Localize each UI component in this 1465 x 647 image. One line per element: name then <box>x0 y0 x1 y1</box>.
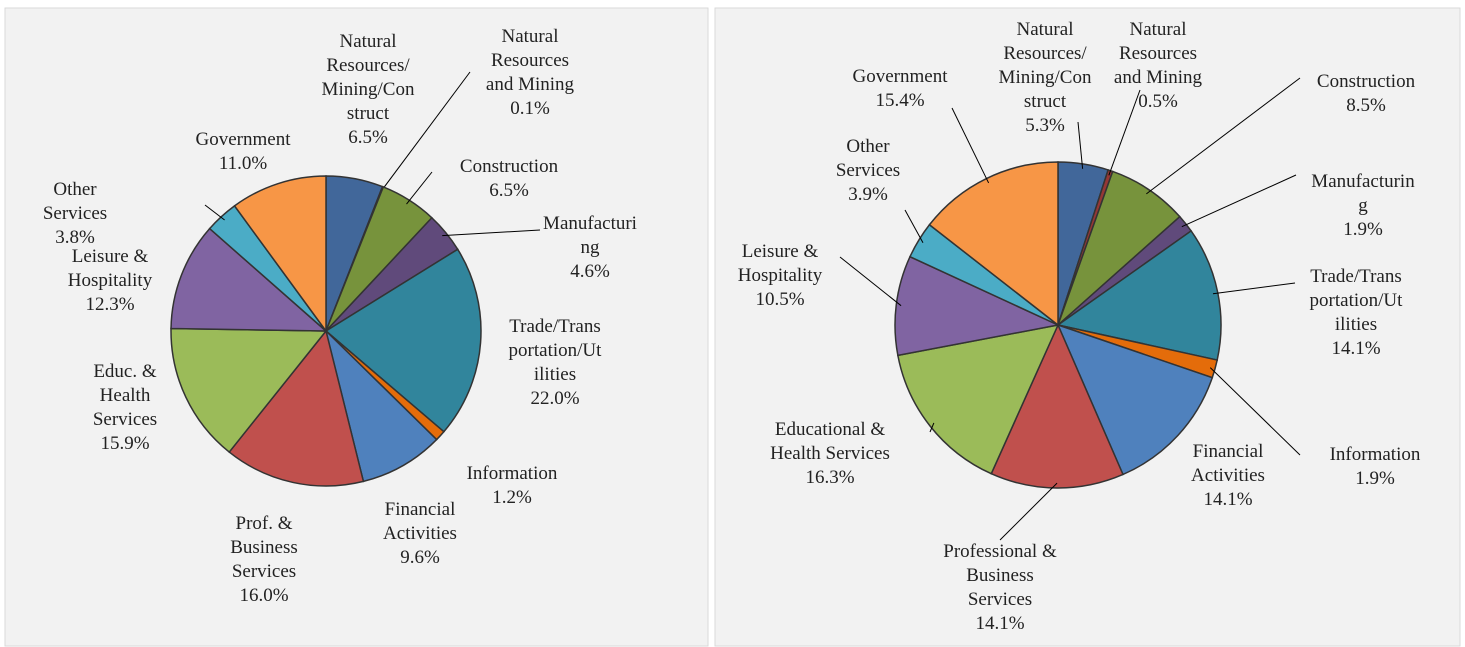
label-category: Manufacturing <box>543 213 637 258</box>
label-category: Construction <box>1316 71 1416 92</box>
data-label: Professional & Business Services 14.1% <box>935 540 1065 636</box>
label-value: 6.5% <box>348 127 388 148</box>
pie-slice <box>324 248 482 433</box>
leader-line <box>1146 77 1301 195</box>
label-category: Professional & Business Services <box>943 541 1057 610</box>
label-value: 10.5% <box>755 289 805 310</box>
data-label: Natural Resources/Mining/Construct 6.5% <box>318 30 418 150</box>
pie-slice <box>1056 323 1214 476</box>
label-value: 1.9% <box>1355 468 1395 489</box>
label-value: 3.8% <box>55 227 95 248</box>
pie-slice <box>896 323 1060 475</box>
leader-line <box>1108 89 1141 176</box>
label-category: Government <box>852 66 948 87</box>
label-value: 12.3% <box>85 294 135 315</box>
label-category: Educational & Health Services <box>770 419 890 464</box>
leader-line <box>442 229 541 237</box>
data-label: Government 11.0% <box>178 128 308 176</box>
leader-line <box>929 422 935 433</box>
data-label: Manufacturing 4.6% <box>540 212 640 284</box>
label-value: 0.1% <box>510 98 550 119</box>
label-category: Information <box>466 463 558 484</box>
data-label: Manufacturing 1.9% <box>1308 170 1418 242</box>
data-label: Financial Activities 14.1% <box>1178 440 1278 512</box>
label-category: Natural Resources and Mining <box>485 26 575 95</box>
pie-slice <box>170 227 329 332</box>
data-label: Natural Resources/Mining/Construct 5.3% <box>995 18 1095 138</box>
data-label: Natural Resources and Mining 0.1% <box>480 25 580 121</box>
data-label: Financial Activities 9.6% <box>365 498 475 570</box>
data-label: Natural Resources and Mining 0.5% <box>1108 18 1208 114</box>
data-label: Construction 8.5% <box>1301 70 1431 118</box>
pie-slice <box>233 175 327 334</box>
data-label: Trade/Transportation/Utilities 22.0% <box>508 315 603 411</box>
label-category: Manufacturing <box>1311 171 1415 216</box>
data-label: Educ. & Health Services 15.9% <box>75 360 175 456</box>
label-value: 9.6% <box>400 547 440 568</box>
leader-line <box>204 204 225 221</box>
leader-line <box>904 209 924 243</box>
data-label: Other Services 3.8% <box>30 178 120 250</box>
label-category: Financial Activities <box>383 499 457 544</box>
label-category: Leisure & Hospitality <box>737 241 823 286</box>
label-category: Natural Resources/Mining/Construct <box>998 19 1092 112</box>
data-label: Leisure & Hospitality 12.3% <box>50 245 170 317</box>
label-value: 15.9% <box>100 433 150 454</box>
pie-slice <box>228 329 365 487</box>
label-category: Other Services <box>42 179 108 224</box>
data-label: Educational & Health Services 16.3% <box>770 418 890 490</box>
data-label: Other Services 3.9% <box>823 135 913 207</box>
data-label: Leisure & Hospitality 10.5% <box>720 240 840 312</box>
label-value: 14.1% <box>1331 338 1381 359</box>
label-category: Natural Resources/Mining/Construct <box>321 31 415 124</box>
leader-line <box>380 71 471 192</box>
label-category: Natural Resources and Mining <box>1113 19 1203 88</box>
leader-line <box>1209 367 1301 456</box>
label-value: 5.3% <box>1025 115 1065 136</box>
label-value: 0.5% <box>1138 91 1178 112</box>
label-category: Other Services <box>835 136 901 181</box>
label-value: 6.5% <box>489 180 529 201</box>
label-category: Information <box>1329 444 1421 465</box>
label-value: 11.0% <box>218 153 268 174</box>
data-label: Prof. & Business Services 16.0% <box>209 512 319 608</box>
label-category: Financial Activities <box>1191 441 1265 486</box>
label-value: 15.4% <box>875 90 925 111</box>
label-category: Leisure & Hospitality <box>67 246 153 291</box>
pie-slice <box>324 328 438 483</box>
data-label: Information 1.9% <box>1315 443 1435 491</box>
label-category: Trade/Transportation/Utilities <box>508 316 602 385</box>
leader-line <box>1077 121 1084 169</box>
label-value: 16.0% <box>239 585 289 606</box>
pie-slice <box>990 323 1124 489</box>
leader-line <box>406 171 433 205</box>
pie-slice <box>170 327 328 454</box>
data-label: Trade/Transportation/Utilities 14.1% <box>1309 265 1404 361</box>
label-category: Trade/Transportation/Utilities <box>1309 266 1403 335</box>
leader-line <box>1181 174 1297 228</box>
label-value: 1.2% <box>492 487 532 508</box>
data-label: Information 1.2% <box>452 462 572 510</box>
label-category: Construction <box>459 156 559 177</box>
label-category: Government <box>195 129 291 150</box>
label-value: 22.0% <box>530 388 580 409</box>
label-value: 3.9% <box>848 184 888 205</box>
data-label: Government 15.4% <box>835 65 965 113</box>
leader-line <box>839 256 902 307</box>
label-value: 14.1% <box>975 613 1025 634</box>
leader-line <box>999 482 1058 541</box>
data-label: Construction 6.5% <box>444 155 574 203</box>
label-value: 14.1% <box>1203 489 1253 510</box>
label-value: 8.5% <box>1346 95 1386 116</box>
label-value: 1.9% <box>1343 219 1383 240</box>
label-value: 4.6% <box>570 261 610 282</box>
pie-slice <box>894 255 1061 357</box>
label-category: Prof. & Business Services <box>230 513 298 582</box>
label-value: 16.3% <box>805 467 855 488</box>
leader-line <box>951 107 990 184</box>
leader-line <box>1212 282 1296 295</box>
label-category: Educ. & Health Services <box>92 361 158 430</box>
